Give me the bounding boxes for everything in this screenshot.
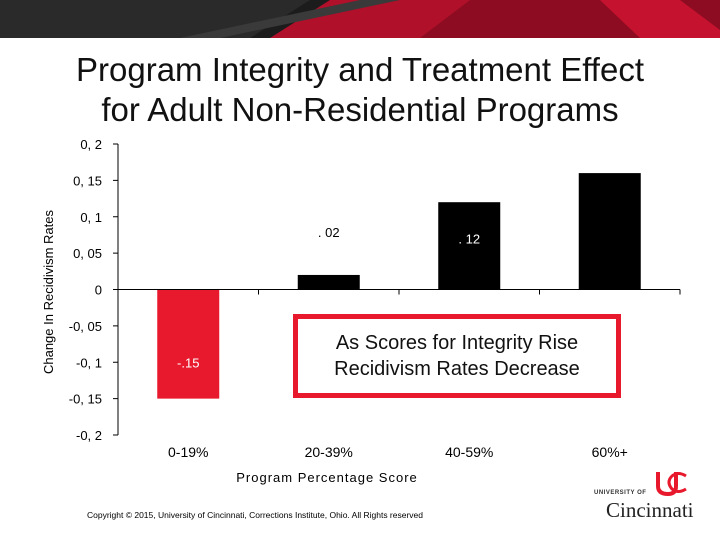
callout-line-1: As Scores for Integrity Rise [335, 332, 579, 354]
title-line-2: for Adult Non-Residential Programs [101, 91, 619, 128]
uc-monogram-icon [656, 472, 687, 496]
y-axis-title: Change In Recidivism Rates [41, 209, 56, 374]
bar-data-label: . 12 [458, 232, 480, 247]
x-category-label: 40-59% [445, 444, 493, 460]
logo-cincinnati: Cincinnati [606, 498, 694, 522]
x-category-label: 20-39% [305, 444, 353, 460]
logo-university-of: UNIVERSITY OF [594, 490, 647, 496]
x-category-label: 0-19% [168, 444, 208, 460]
bar-data-label: -.15 [177, 355, 199, 370]
bar-data-label: . 02 [318, 225, 340, 240]
y-tick-label: 0, 05 [73, 246, 102, 261]
callout-line-2: Recidivism Rates Decrease [334, 358, 580, 380]
y-tick-label: 0, 1 [80, 210, 102, 225]
title-line-1: Program Integrity and Treatment Effect [76, 51, 644, 88]
y-tick-label: -0, 2 [76, 428, 102, 443]
header-banner [0, 0, 720, 38]
y-tick-label: 0, 2 [80, 137, 102, 152]
y-tick-label: 0 [95, 283, 102, 298]
slide-title: Program Integrity and Treatment Effect f… [0, 50, 720, 130]
y-axis: 0, 2 0, 15 0, 1 0, 05 0 -0, 05 -0, 1 -0, 15 -0, … [69, 137, 119, 443]
bar [578, 173, 641, 290]
bars: -.15 . 02 . 12 [157, 173, 641, 399]
callout-box: As Scores for Integrity Rise Recidivism … [293, 314, 621, 398]
university-logo: UNIVERSITY OF Cincinnati [592, 470, 704, 526]
bar [157, 289, 220, 399]
y-tick-label: -0, 1 [76, 355, 102, 370]
y-tick-label: -0, 05 [69, 319, 102, 334]
y-tick-label: 0, 15 [73, 173, 102, 188]
bar [297, 274, 360, 290]
y-tick-label: -0, 15 [69, 392, 102, 407]
x-axis: 0-19% 20-39% 40-59% 60%+ [117, 289, 681, 460]
bar [438, 202, 501, 290]
x-axis-title: Program Percentage Score [236, 470, 418, 485]
x-category-label: 60%+ [592, 444, 628, 460]
copyright-notice: Copyright © 2015, University of Cincinna… [86, 510, 424, 520]
